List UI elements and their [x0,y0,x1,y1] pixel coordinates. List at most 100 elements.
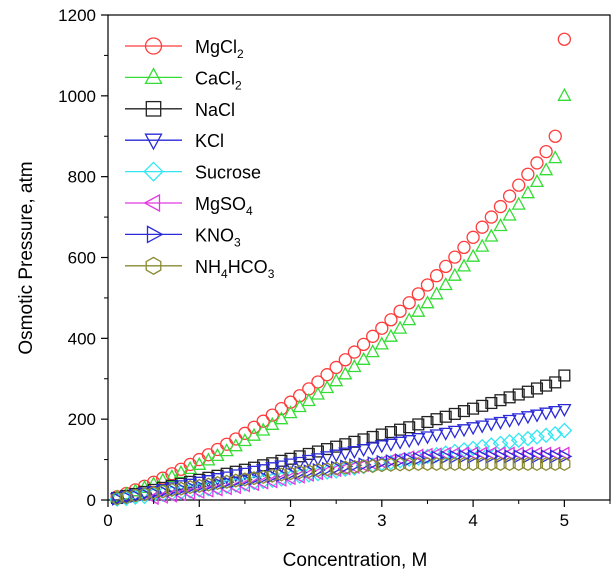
data-point [466,422,481,436]
legend-entry: KNO3 [125,225,241,249]
data-point [266,468,279,483]
legend-entry: MgCl2 [125,37,244,61]
data-point [429,286,444,300]
legend: MgCl2 CaCl2 NaCl KCl Sucrose MgSO4 KNO3 NH4HCO3 [125,37,275,281]
data-point [384,313,398,327]
data-point [475,238,490,252]
data-point [164,469,179,483]
data-point [439,410,452,423]
data-point [338,353,352,367]
legend-label: KNO3 [195,225,241,249]
data-point [402,435,417,449]
data-point [275,467,288,482]
data-point [467,402,480,415]
series-kcl [110,403,572,507]
data-point [465,440,481,457]
plot-border [107,14,611,501]
data-point [476,399,489,412]
data-point [393,457,407,472]
data-point [512,456,525,472]
data-point [303,464,317,479]
data-point [420,278,435,292]
data-point [293,450,306,463]
data-point [402,296,416,310]
data-point [456,258,472,272]
data-point [520,430,536,447]
data-point [503,456,516,472]
data-point [156,484,169,499]
series-cacl2 [110,87,572,503]
legend-marker [144,37,163,55]
data-point [530,156,544,170]
data-point [475,420,490,434]
data-point [493,199,508,214]
data-point [210,473,225,487]
data-point [483,437,500,453]
data-point [274,460,289,474]
data-point [338,366,353,380]
data-point [330,440,343,453]
data-point [438,277,453,291]
data-point [447,425,462,439]
series-mgcl2 [110,32,572,504]
data-point [413,451,427,466]
data-point [493,218,508,232]
data-point [366,329,380,343]
data-point [294,465,308,480]
data-point [394,423,407,436]
data-point [175,482,189,497]
data-point [512,388,525,401]
data-point [504,449,518,464]
data-point [384,426,397,439]
data-point [466,230,480,244]
data-point [121,490,135,505]
axes-layer: 0 1 2 3 4 5 0 200 400 600 800 1000 1200 [58,6,611,530]
data-point [375,458,388,473]
data-point [383,438,398,452]
data-point [429,269,444,283]
data-point [549,456,562,472]
data-point [329,449,344,463]
data-point [238,472,252,487]
data-point [183,460,198,475]
data-point [404,452,418,467]
data-point [494,394,507,407]
data-point [321,461,336,476]
data-point [238,426,252,440]
data-point [520,185,535,199]
data-point [301,393,316,407]
data-point [457,240,471,255]
data-point [265,408,279,422]
legend-label: NaCl [195,100,235,120]
data-point [421,456,434,472]
data-point [447,267,462,281]
data-point [493,416,508,430]
data-point [521,385,534,398]
data-point [484,418,499,432]
data-point [422,450,436,466]
data-point [420,431,435,445]
x-tick-label: 0 [103,511,112,530]
data-point [494,456,507,472]
y-tick-label: 0 [87,491,96,510]
series-layer [109,32,573,508]
data-point [383,328,398,342]
legend-marker [144,133,163,151]
data-point [393,304,407,318]
x-tick-label: 4 [468,511,477,530]
data-point [339,460,352,475]
data-point [320,462,334,477]
data-point [412,456,425,472]
data-point [173,464,189,479]
legend-entry: Sucrose [125,161,261,183]
data-point [466,248,481,262]
data-point [511,196,526,210]
y-tick-label: 400 [68,329,96,348]
legend-marker [143,193,161,213]
y-tick-label: 800 [68,168,96,187]
data-point [430,456,443,472]
data-point [174,481,188,496]
data-point [258,470,272,485]
data-point [276,467,290,482]
